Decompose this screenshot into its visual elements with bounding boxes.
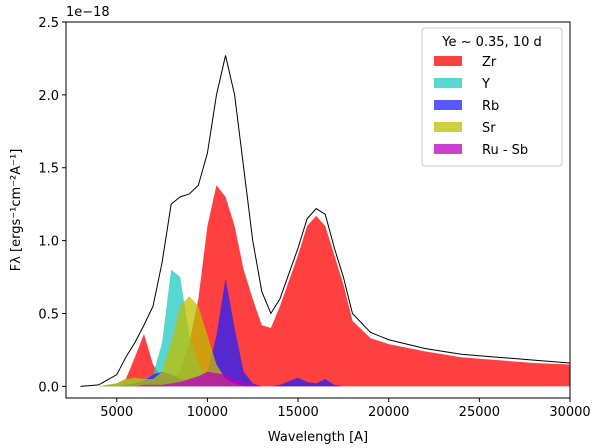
legend-label: Zr xyxy=(482,55,497,70)
x-tick-label: 5000 xyxy=(100,405,133,420)
y-tick-label: 2.0 xyxy=(38,89,59,104)
legend-title: Ye ~ 0.35, 10 d xyxy=(441,35,542,50)
x-tick-label: 15000 xyxy=(277,405,318,420)
x-axis-label: Wavelength [A] xyxy=(268,430,368,445)
y-tick-label: 0.0 xyxy=(38,380,59,395)
x-tick-label: 30000 xyxy=(549,405,590,420)
legend-swatch xyxy=(434,144,462,154)
plot-frame xyxy=(65,21,571,399)
total-line xyxy=(80,55,570,387)
legend-swatch xyxy=(434,78,462,88)
area xyxy=(80,371,570,387)
x-tick-label: 25000 xyxy=(459,405,500,420)
legend-label: Sr xyxy=(482,121,496,136)
x-tick-label: 10000 xyxy=(187,405,228,420)
legend-label: Y xyxy=(481,77,490,92)
legend-label: Ru - Sb xyxy=(482,143,528,158)
plot xyxy=(80,55,570,387)
offset-text: 1e−18 xyxy=(66,5,110,20)
legend-label: Rb xyxy=(482,99,499,114)
y-tick-label: 0.5 xyxy=(38,307,59,322)
x-tick-label: 20000 xyxy=(368,405,409,420)
legend-swatch xyxy=(434,100,462,110)
area xyxy=(80,295,570,387)
y-tick-label: 2.5 xyxy=(38,16,59,31)
y-tick-label: 1.5 xyxy=(38,162,59,177)
y-axis-label: Fλ [ergs⁻¹cm⁻²A⁻¹] xyxy=(9,149,24,272)
legend-swatch xyxy=(434,122,462,132)
y-tick-label: 1.0 xyxy=(38,235,59,250)
legend-swatch xyxy=(434,56,462,66)
